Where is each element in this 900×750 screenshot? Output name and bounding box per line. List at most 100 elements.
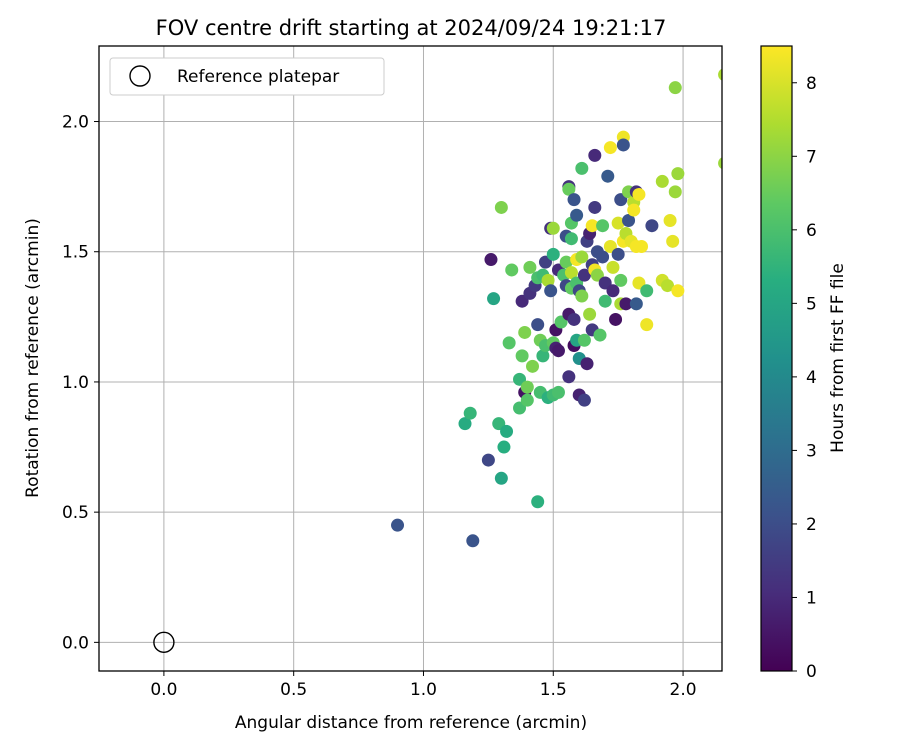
data-point xyxy=(551,385,565,399)
colorbar-tick-label: 7 xyxy=(806,147,817,167)
data-point xyxy=(487,292,501,306)
data-point xyxy=(515,349,529,363)
data-point xyxy=(520,393,534,407)
reference-marker-group xyxy=(153,631,175,654)
data-point xyxy=(541,273,555,287)
y-tick-label: 1.0 xyxy=(62,373,89,393)
data-point xyxy=(575,289,589,303)
data-point xyxy=(718,68,722,81)
data-point xyxy=(588,200,602,214)
legend: Reference platepar xyxy=(109,57,385,96)
data-point xyxy=(611,247,625,261)
data-point xyxy=(671,167,685,181)
data-point xyxy=(567,193,581,207)
grid-lines xyxy=(99,46,722,671)
data-point xyxy=(585,219,599,233)
data-point xyxy=(523,260,537,274)
data-point xyxy=(663,213,677,227)
x-tick-label: 0.5 xyxy=(280,680,307,700)
colorbar-tick-label: 2 xyxy=(806,515,817,535)
data-point xyxy=(603,141,617,155)
data-point xyxy=(575,250,589,264)
data-point xyxy=(611,216,625,230)
x-tick-label: 0.0 xyxy=(150,680,177,700)
data-point xyxy=(570,208,584,222)
plot-frame xyxy=(98,45,723,672)
data-point xyxy=(577,333,591,347)
data-point xyxy=(614,273,628,287)
data-point xyxy=(466,534,480,548)
data-point xyxy=(596,250,610,264)
data-point xyxy=(583,307,597,321)
chart-title: FOV centre drift starting at 2024/09/24 … xyxy=(156,16,667,40)
data-point xyxy=(494,471,508,485)
data-point xyxy=(606,260,620,274)
data-point xyxy=(531,318,545,332)
data-point xyxy=(640,318,654,332)
scatter-points xyxy=(391,68,722,548)
data-point xyxy=(497,440,511,454)
data-point xyxy=(551,344,565,358)
data-point xyxy=(596,219,610,233)
data-point xyxy=(668,185,682,199)
data-point xyxy=(632,187,646,201)
data-point xyxy=(505,263,519,277)
data-point xyxy=(655,174,669,188)
data-point xyxy=(598,294,612,308)
colorbar-tick-label: 4 xyxy=(806,368,817,388)
data-point xyxy=(458,417,472,431)
data-point xyxy=(616,138,630,152)
y-tick-label: 1.5 xyxy=(62,243,89,263)
data-point xyxy=(544,284,558,298)
y-tick-label: 0.5 xyxy=(62,503,89,523)
data-point xyxy=(593,328,607,342)
data-point xyxy=(588,148,602,162)
colorbar-tick-label: 8 xyxy=(806,74,817,94)
data-point xyxy=(666,234,680,248)
data-point xyxy=(567,312,581,326)
data-point xyxy=(536,349,550,363)
data-point xyxy=(577,268,591,282)
data-point xyxy=(463,406,477,420)
data-point xyxy=(635,240,649,254)
data-point xyxy=(518,325,532,339)
data-point xyxy=(671,284,685,298)
data-point xyxy=(531,495,545,509)
colorbar-label: Hours from first FF file xyxy=(828,263,848,453)
data-point xyxy=(622,213,636,227)
data-point xyxy=(562,182,576,196)
data-point xyxy=(577,393,591,407)
data-point xyxy=(500,424,514,438)
x-tick-label: 1.5 xyxy=(540,680,567,700)
data-point xyxy=(668,81,682,95)
x-tick-label: 1.0 xyxy=(410,680,437,700)
y-axis-label: Rotation from reference (arcmin) xyxy=(23,218,43,498)
data-point xyxy=(526,359,540,373)
data-point xyxy=(601,169,615,183)
x-axis-ticks: 0.0 0.5 1.0 1.5 2.0 xyxy=(150,671,697,700)
data-point xyxy=(575,161,589,175)
data-point xyxy=(564,266,578,280)
colorbar-ticks: 0 1 2 3 4 5 6 7 8 xyxy=(792,74,817,682)
data-point xyxy=(606,284,620,298)
data-point xyxy=(660,279,674,293)
data-point xyxy=(564,232,578,246)
colorbar-tick-label: 3 xyxy=(806,441,817,461)
data-point xyxy=(391,518,405,532)
y-axis-ticks: 0.0 0.5 1.0 1.5 2.0 xyxy=(62,113,99,653)
data-point xyxy=(609,312,623,326)
data-point xyxy=(562,370,576,384)
data-point xyxy=(481,453,495,467)
x-tick-label: 2.0 xyxy=(670,680,697,700)
data-point xyxy=(627,203,641,217)
data-point xyxy=(718,157,722,170)
colorbar-tick-label: 1 xyxy=(806,588,817,608)
colorbar-tick-label: 5 xyxy=(806,294,817,314)
colorbar-gradient xyxy=(760,45,793,672)
data-point xyxy=(502,336,516,350)
y-tick-label: 2.0 xyxy=(62,113,89,133)
data-point xyxy=(640,284,654,298)
legend-box xyxy=(109,57,385,96)
data-point xyxy=(546,221,560,235)
